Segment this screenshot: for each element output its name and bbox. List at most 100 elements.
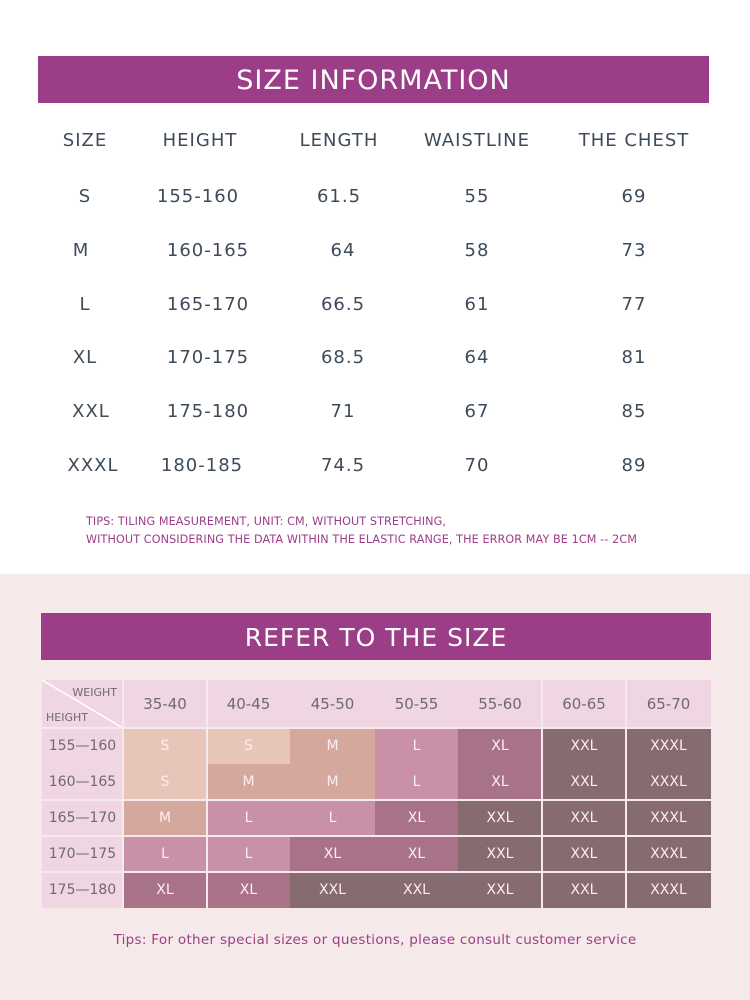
column-header-waistline: WAISTLINE [423, 130, 531, 151]
size-cell: L [290, 800, 375, 836]
size-cell: XL [123, 872, 207, 908]
height-row-header: 175—180 [42, 872, 123, 908]
size-table-cell: 58 [464, 239, 490, 261]
size-information-title: SIZE INFORMATION [38, 56, 709, 103]
size-table-cell: 77 [621, 293, 647, 315]
weight-header: 45-50 [290, 680, 375, 728]
size-label: L [79, 293, 91, 315]
size-cell: L [207, 836, 290, 872]
size-cell: XXL [542, 872, 626, 908]
size-cell: XXL [542, 728, 626, 764]
size-cell: XXXL [626, 764, 711, 800]
grid-divider [42, 871, 711, 873]
size-table-cell: 61 [464, 293, 490, 315]
size-cell: XL [375, 800, 458, 836]
size-table-cell: 165-170 [166, 293, 250, 315]
size-cell: L [375, 728, 458, 764]
tips-line-1: TIPS: TILING MEASUREMENT, UNIT: CM, WITH… [86, 515, 447, 528]
size-cell: XXXL [626, 872, 711, 908]
size-table-cell: 64 [464, 347, 490, 369]
size-cell: S [123, 764, 207, 800]
size-table-cell: 55 [464, 186, 490, 207]
measurement-tips: TIPS: TILING MEASUREMENT, UNIT: CM, WITH… [86, 513, 637, 549]
size-cell: XL [207, 872, 290, 908]
size-cell: S [123, 728, 207, 764]
size-table-cell: 73 [621, 239, 647, 261]
weight-header: 55-60 [458, 680, 542, 728]
size-label: S [78, 186, 92, 207]
size-cell: XXXL [626, 836, 711, 872]
height-row-header: 160—165 [42, 764, 123, 800]
size-table-cell: 180-185 [160, 455, 244, 476]
size-label: XXL [72, 401, 110, 423]
grid-divider [122, 680, 124, 910]
size-table-cell: 155-160 [156, 186, 240, 207]
size-table-cell: 70 [464, 455, 490, 476]
size-table-cell: 69 [621, 186, 647, 207]
size-cell: XXL [542, 836, 626, 872]
size-cell: L [123, 836, 207, 872]
height-row-header: 165—170 [42, 800, 123, 836]
size-cell: L [207, 800, 290, 836]
size-table-cell: 67 [464, 401, 490, 423]
column-header-height: HEIGHT [162, 130, 238, 151]
weight-axis-label: WEIGHT [72, 686, 117, 699]
grid-divider [625, 680, 627, 910]
size-information-section: SIZE INFORMATION SIZE HEIGHT LENGTH WAISTLI… [38, 56, 709, 549]
size-cell: XL [458, 764, 542, 800]
size-table-cell: 74.5 [320, 455, 366, 476]
size-cell: XXXL [626, 800, 711, 836]
height-axis-label: HEIGHT [46, 711, 88, 724]
size-table-cell: 170-175 [166, 347, 250, 369]
customer-service-tip: Tips: For other special sizes or questio… [113, 932, 637, 948]
size-table-cell: 66.5 [320, 293, 366, 315]
size-table-cell: 68.5 [320, 347, 366, 369]
weight-header: 65-70 [626, 680, 711, 728]
column-header-size: SIZE [62, 130, 108, 151]
corner-header: WEIGHT HEIGHT [42, 680, 123, 728]
size-table-cell: 81 [621, 347, 647, 369]
size-table-cell: 175-180 [166, 401, 250, 423]
size-cell: XL [375, 836, 458, 872]
size-table-cell: 89 [621, 455, 647, 476]
grid-divider [541, 680, 543, 910]
weight-header: 50-55 [375, 680, 458, 728]
weight-header: 60-65 [542, 680, 626, 728]
size-table-cell: 160-165 [166, 239, 250, 261]
grid-divider [42, 835, 711, 837]
column-header-the-chest: THE CHEST [578, 130, 690, 151]
tips-line-2: WITHOUT CONSIDERING THE DATA WITHIN THE … [86, 533, 637, 546]
size-label: M [72, 239, 90, 261]
size-cell: M [123, 800, 207, 836]
size-cell: XXL [542, 764, 626, 800]
size-cell: M [290, 728, 375, 764]
refer-to-size-title: REFER TO THE SIZE [41, 613, 711, 660]
column-header-length: LENGTH [299, 130, 379, 151]
size-reference-grid: WEIGHT HEIGHT 35-40 40-45 45-50 50-55 55-60 6… [42, 680, 711, 910]
size-table-cell: 61.5 [316, 186, 362, 207]
size-cell: XXL [458, 836, 542, 872]
size-cell: XXL [542, 800, 626, 836]
size-cell: XXL [458, 800, 542, 836]
height-row-header: 170—175 [42, 836, 123, 872]
size-cell: XXL [375, 872, 458, 908]
weight-header: 35-40 [123, 680, 207, 728]
weight-header: 40-45 [207, 680, 290, 728]
size-cell: M [207, 764, 290, 800]
size-table-cell: 71 [330, 401, 356, 423]
size-cell: XXL [458, 872, 542, 908]
size-cell: M [290, 764, 375, 800]
grid-divider [42, 727, 711, 729]
grid-divider [42, 799, 711, 801]
grid-divider [206, 680, 208, 910]
size-label: XL [72, 347, 98, 369]
size-cell: XL [290, 836, 375, 872]
diagonal-divider-icon [42, 680, 123, 728]
size-cell: XL [458, 728, 542, 764]
height-row-header: 155—160 [42, 728, 123, 764]
size-table-cell: 64 [330, 239, 356, 261]
size-label: XXXL [67, 455, 119, 476]
size-cell: L [375, 764, 458, 800]
size-table-cell: 85 [621, 401, 647, 423]
size-cell: S [207, 728, 290, 764]
